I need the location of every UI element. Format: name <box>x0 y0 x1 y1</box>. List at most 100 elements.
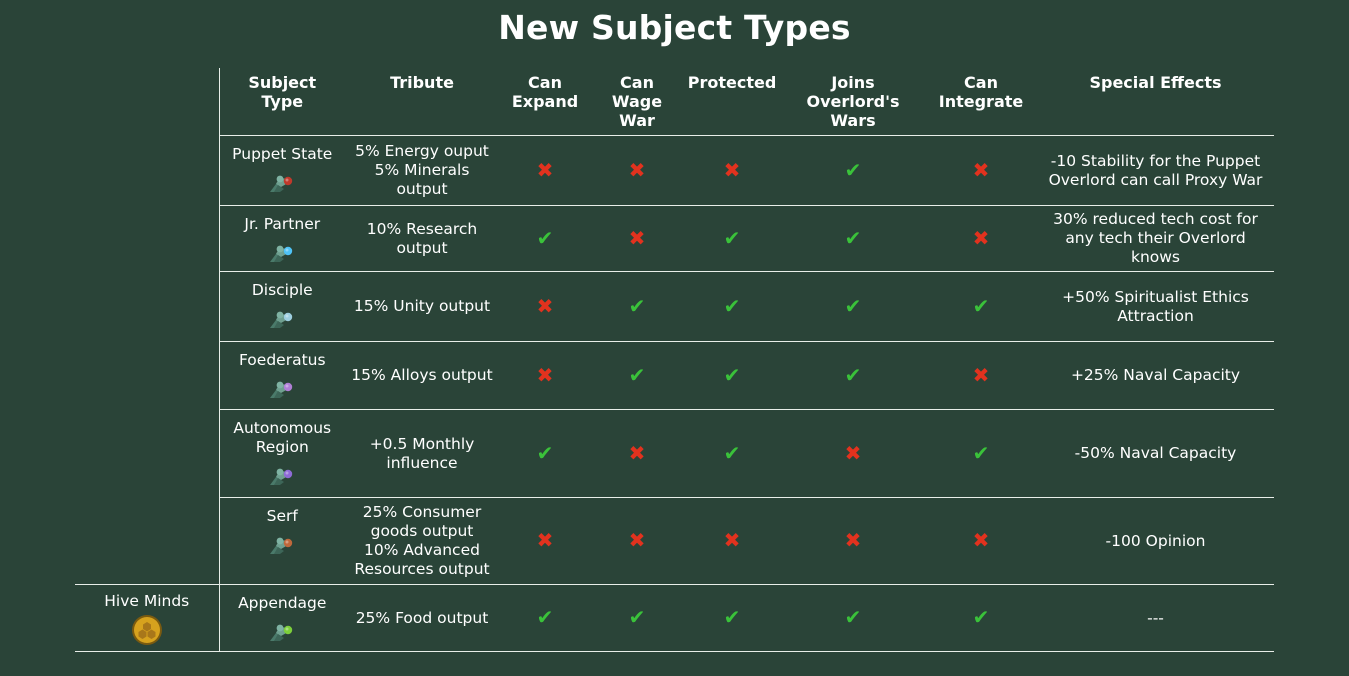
table-row: Hive Minds Appendage 25% Food output ✔ ✔ ✔ ✔ ✔ -… <box>75 584 1274 652</box>
check-icon: ✔ <box>536 225 554 250</box>
header-protected: Protected <box>683 68 781 136</box>
group-empty-cell <box>75 342 219 410</box>
text-line: Special Effects <box>1089 73 1222 92</box>
protected-cell: ✖ <box>683 135 781 206</box>
header-joins-wars: Joins Overlord's Wars <box>781 68 925 136</box>
text-line: --- <box>1147 608 1164 627</box>
table-row: Disciple 15% Unity output ✖ ✔ ✔ ✔ ✔ +50% Spirit… <box>75 271 1274 342</box>
group-hive-minds: Hive Minds <box>75 584 219 652</box>
joins-wars-cell: ✔ <box>781 584 925 652</box>
cross-icon: ✖ <box>536 293 554 318</box>
can-expand-cell: ✖ <box>499 271 591 342</box>
text-line: Can <box>620 73 654 92</box>
subject-name: Disciple <box>251 281 313 299</box>
table-row: Autonomous Region +0.5 Monthly influence ✔ ✖ ✔… <box>75 409 1274 498</box>
tribute-cell: 15% Alloys output <box>345 341 499 410</box>
text-line: Wage <box>611 92 663 111</box>
joins-wars-cell: ✖ <box>781 409 925 498</box>
protected-cell: ✔ <box>683 584 781 652</box>
check-icon: ✔ <box>536 440 554 465</box>
tribute-cell: 25% Food output <box>345 584 499 652</box>
text-line: Can <box>964 73 998 92</box>
table-row: Jr. Partner 10% Research output ✔ ✖ ✔ ✔ ✖ 30% re… <box>75 205 1274 272</box>
group-empty-cell <box>75 272 219 342</box>
cross-icon: ✖ <box>628 528 646 552</box>
text-line: Type <box>261 92 304 111</box>
can-integrate-cell: ✖ <box>925 205 1037 272</box>
special-effects-cell: +25% Naval Capacity <box>1037 341 1274 410</box>
can-wage-war-cell: ✖ <box>591 409 683 498</box>
cross-icon: ✖ <box>723 528 741 552</box>
text-line: -10 Stability for the Puppet <box>1050 151 1261 170</box>
group-empty-cell <box>75 136 219 206</box>
can-expand-cell: ✖ <box>499 341 591 410</box>
special-effects-cell: -50% Naval Capacity <box>1037 409 1274 498</box>
cross-icon: ✖ <box>536 362 554 387</box>
text-line: 15% Alloys output <box>351 366 493 384</box>
cross-icon: ✖ <box>972 528 990 552</box>
text-line: Overlord can call Proxy War <box>1048 170 1263 189</box>
text-line: Autonomous <box>233 419 332 437</box>
cross-icon: ✖ <box>536 157 554 182</box>
appendage-subject-icon <box>270 624 293 641</box>
check-icon: ✔ <box>723 440 741 465</box>
tribute-cell: 25% Consumer goods output 10% Advanced Reso… <box>345 497 499 585</box>
text-line: Expand <box>511 92 579 111</box>
special-effects-cell: --- <box>1037 584 1274 652</box>
text-line: War <box>619 111 655 130</box>
subject-type-cell: Appendage <box>218 584 345 652</box>
can-expand-cell: ✖ <box>499 135 591 206</box>
text-line: Protected <box>687 73 777 92</box>
subject-name: Foederatus <box>238 351 326 369</box>
cross-icon: ✖ <box>628 225 646 250</box>
subject-type-cell: Jr. Partner <box>218 205 345 272</box>
text-line: +50% Spiritualist Ethics <box>1062 287 1249 306</box>
subject-type-cell: Disciple <box>218 271 345 342</box>
check-icon: ✔ <box>723 293 741 318</box>
check-icon: ✔ <box>844 225 862 250</box>
table-row: Puppet State 5% Energy ouput 5% Minerals ou… <box>75 135 1274 206</box>
can-integrate-cell: ✔ <box>925 584 1037 652</box>
text-line: Integrate <box>938 92 1024 111</box>
text-line: Joins <box>831 73 875 92</box>
joins-wars-cell: ✔ <box>781 271 925 342</box>
cross-icon: ✖ <box>628 440 646 465</box>
check-icon: ✔ <box>628 293 646 318</box>
can-integrate-cell: ✖ <box>925 341 1037 410</box>
subject-types-table: Subject Type Tribute Can Expand Can Wage War… <box>75 68 1274 652</box>
subject-name: Serf <box>266 507 298 525</box>
subject-type-cell: Autonomous Region <box>218 409 345 498</box>
joins-wars-cell: ✖ <box>781 497 925 585</box>
text-line: Subject <box>248 73 317 92</box>
protected-cell: ✖ <box>683 497 781 585</box>
text-line: output <box>396 238 448 257</box>
header-can-wage-war: Can Wage War <box>591 68 683 136</box>
text-line: +0.5 Monthly <box>369 434 475 453</box>
header-can-expand: Can Expand <box>499 68 591 136</box>
subject-type-cell: Serf <box>218 497 345 585</box>
text-line: 15% Unity output <box>353 297 491 315</box>
tribute-cell: 5% Energy ouput 5% Minerals output <box>345 135 499 206</box>
group-empty-cell <box>75 410 219 498</box>
subject-type-cell: Puppet State <box>218 135 345 206</box>
check-icon: ✔ <box>972 440 990 465</box>
check-icon: ✔ <box>628 362 646 387</box>
check-icon: ✔ <box>536 605 554 629</box>
header-empty <box>75 68 219 136</box>
text-line: Wars <box>830 111 876 130</box>
joins-wars-cell: ✔ <box>781 341 925 410</box>
text-line: any tech their Overlord <box>1065 229 1246 247</box>
text-line: 25% Food output <box>355 608 489 627</box>
cross-icon: ✖ <box>972 362 990 387</box>
cross-icon: ✖ <box>972 157 990 182</box>
special-effects-cell: -10 Stability for the Puppet Overlord can… <box>1037 135 1274 206</box>
text-line: 25% Consumer <box>362 503 482 521</box>
protected-cell: ✔ <box>683 409 781 498</box>
can-wage-war-cell: ✖ <box>591 205 683 272</box>
joins-wars-cell: ✔ <box>781 135 925 206</box>
header-subject-type: Subject Type <box>218 68 345 136</box>
can-integrate-cell: ✖ <box>925 135 1037 206</box>
special-effects-cell: 30% reduced tech cost for any tech their … <box>1037 205 1274 272</box>
text-line: 10% Research <box>366 219 478 238</box>
check-icon: ✔ <box>628 605 646 629</box>
